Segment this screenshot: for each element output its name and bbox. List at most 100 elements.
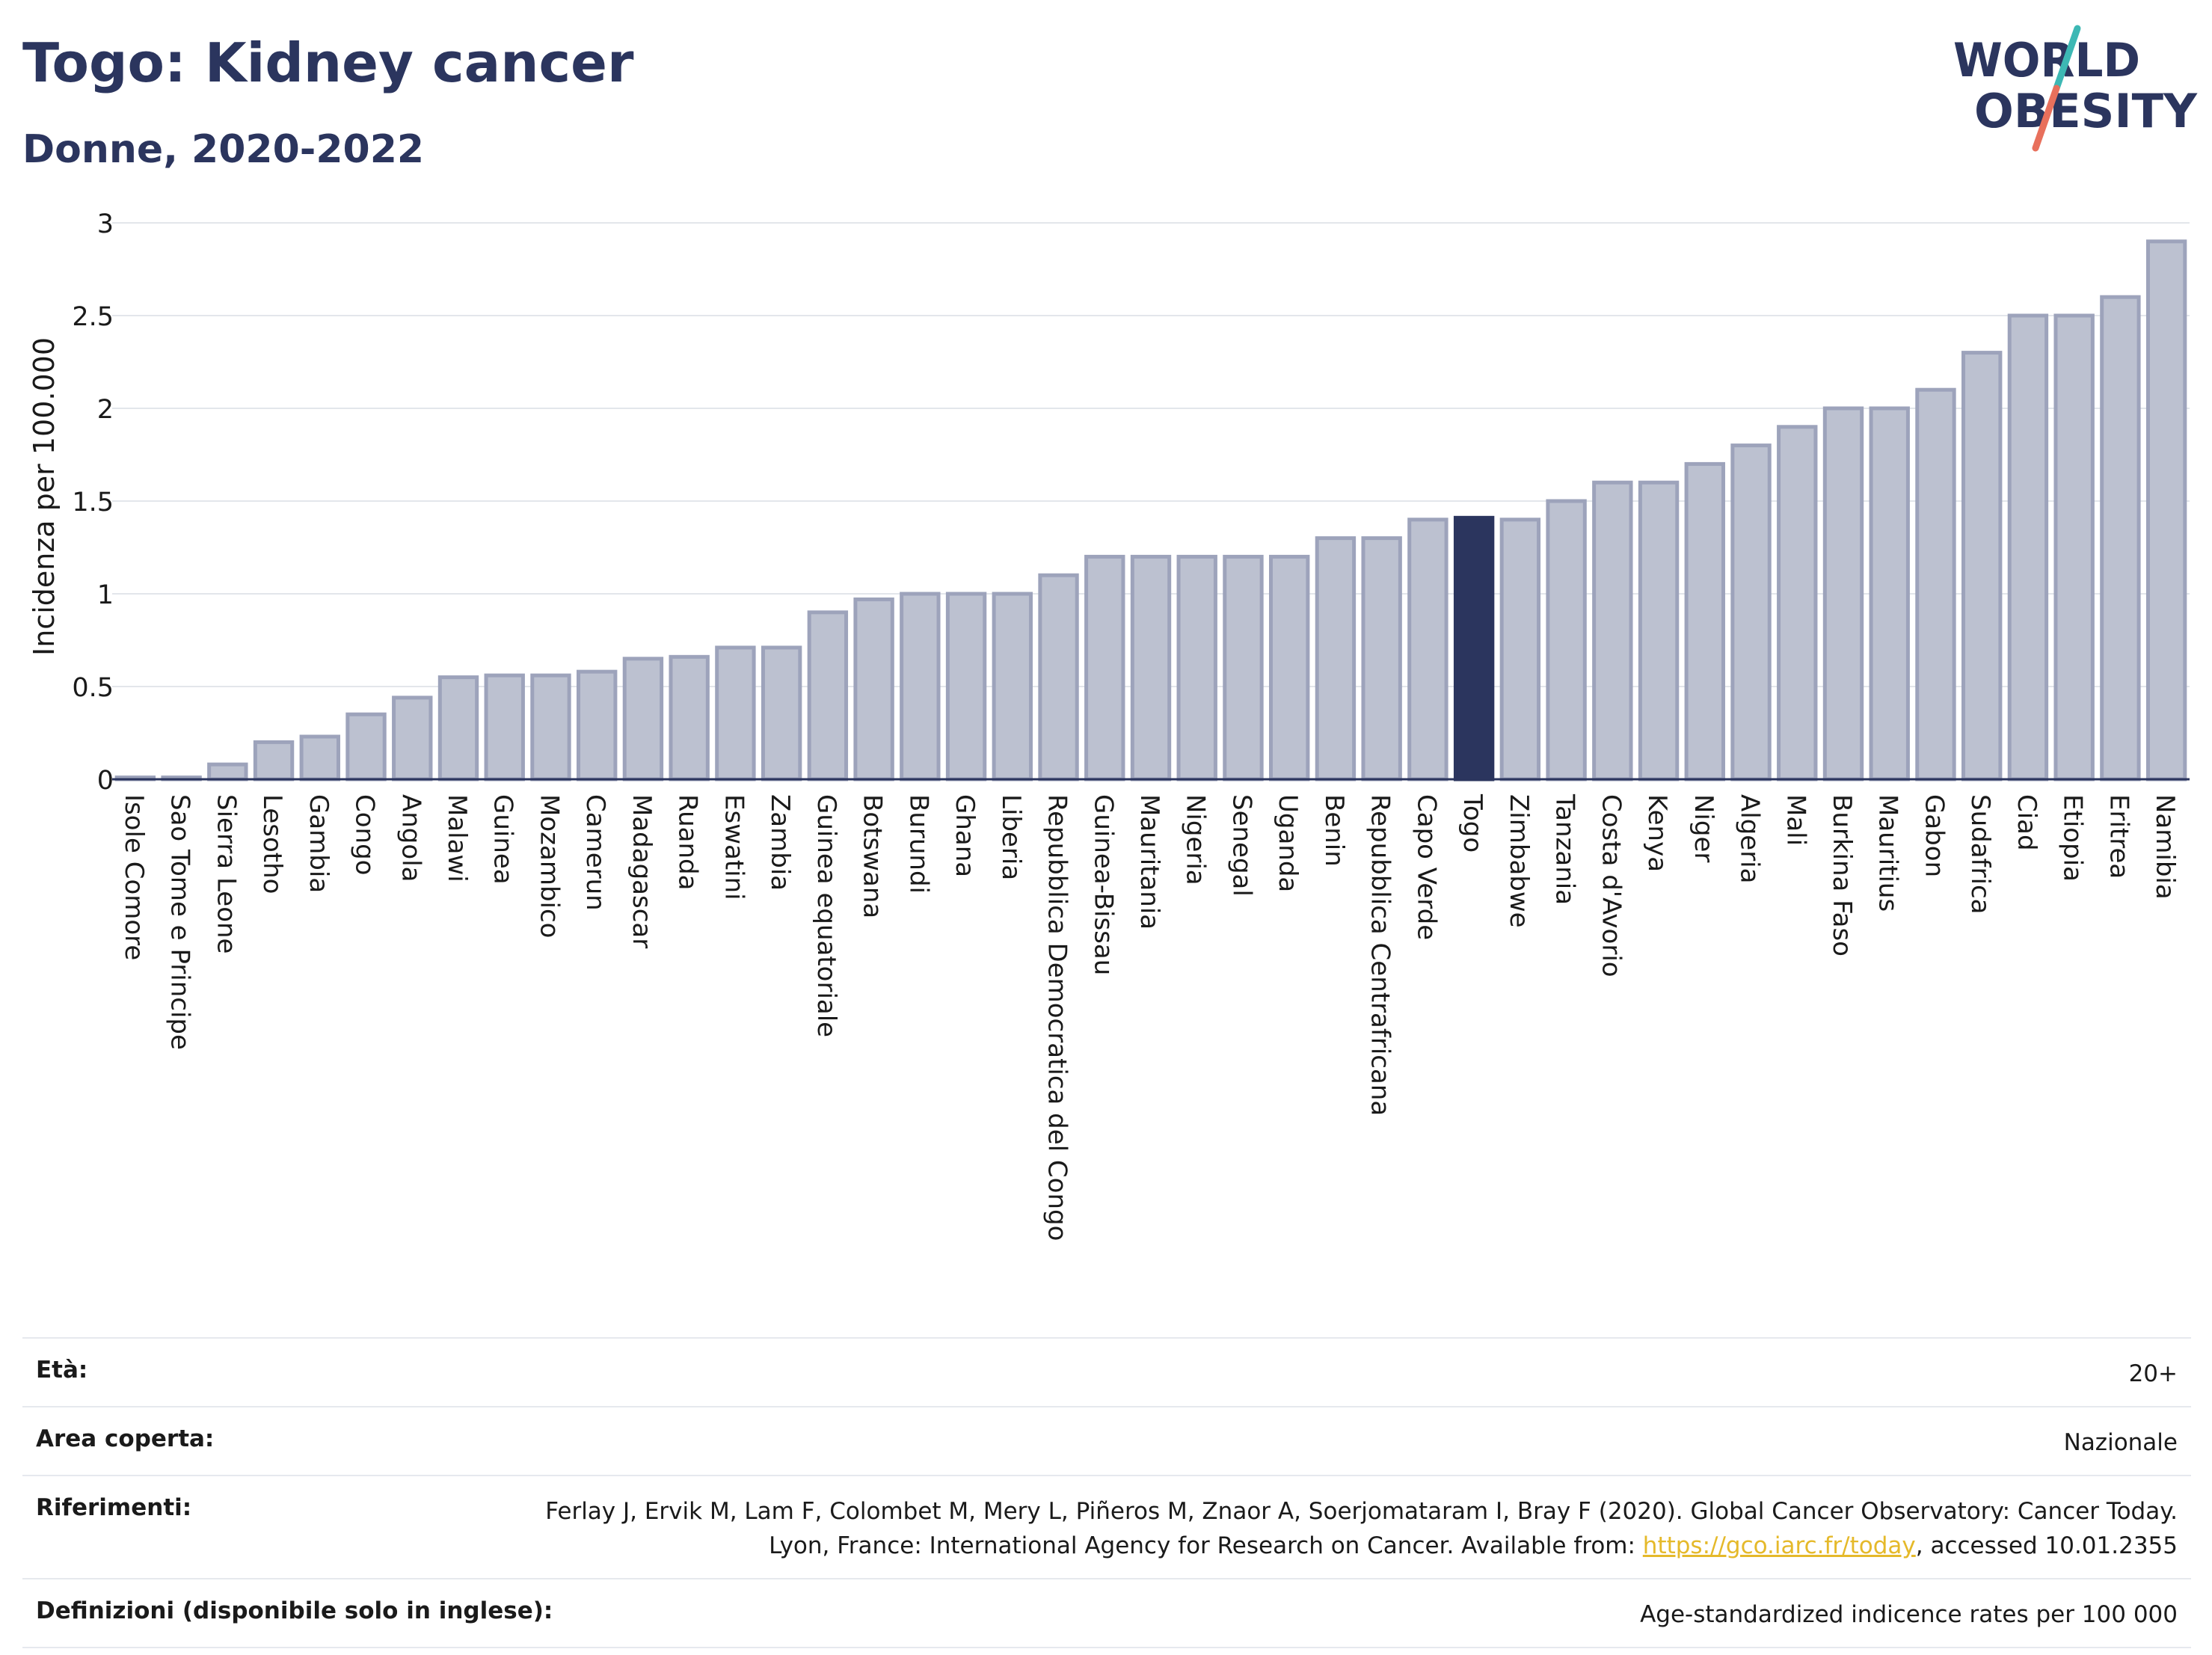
footer-row-references: Riferimenti: Ferlay J, Ervik M, Lam F, C…: [22, 1475, 2191, 1578]
chart-subtitle: Donne, 2020-2022: [22, 127, 425, 172]
age-label: Età:: [36, 1357, 88, 1384]
bar: [1084, 554, 1125, 782]
x-tick-label: Capo Verde: [1411, 794, 1441, 940]
bar: [2053, 313, 2095, 782]
bar: [1361, 536, 1402, 782]
bar: [1038, 573, 1079, 782]
world-obesity-logo: WORLD OBESITY: [1953, 25, 2198, 152]
bar: [2145, 239, 2187, 782]
references-text-end: , accessed 10.01.2355: [1915, 1532, 2178, 1559]
x-tick-label: Gambia: [304, 794, 334, 893]
x-tick-label: Lesotho: [257, 794, 287, 894]
footer-row-age: Età: 20+: [22, 1337, 2191, 1406]
y-tick-label: 1: [97, 580, 114, 610]
bars: [114, 239, 2187, 782]
x-tick-label: Malawi: [442, 794, 472, 882]
bar: [992, 592, 1033, 782]
x-tick-label: Senegal: [1226, 794, 1256, 897]
bar: [1822, 406, 1864, 782]
x-tick-label: Costa d'Avorio: [1596, 794, 1626, 977]
y-tick-label: 0.5: [72, 673, 114, 703]
bar: [484, 673, 525, 782]
bar: [1269, 554, 1310, 782]
bar: [1915, 387, 1956, 782]
age-value: 20+: [2128, 1360, 2178, 1387]
x-tick-label: Niger: [1689, 794, 1718, 862]
bar: [853, 597, 894, 782]
x-tick-label: Ghana: [950, 794, 980, 877]
bar: [1499, 518, 1541, 782]
metadata-table: Età: 20+ Area coperta: Nazionale Riferim…: [22, 1337, 2191, 1648]
logo-line2: OBESITY: [1974, 84, 2198, 138]
bar: [1315, 536, 1357, 782]
x-tick-label: Benin: [1319, 794, 1349, 867]
bar: [253, 740, 295, 782]
x-tick-label: Sudafrica: [1965, 794, 1995, 914]
x-tick-label: Sao Tome e Principe: [165, 794, 195, 1050]
coverage-value: Nazionale: [2063, 1429, 2178, 1456]
bar: [207, 762, 248, 782]
x-tick-label: Guinea-Bissau: [1088, 794, 1118, 975]
x-tick-label: Isole Comore: [119, 794, 149, 960]
bar: [2007, 313, 2049, 782]
definitions-label: Definizioni (disponibile solo in inglese…: [36, 1597, 553, 1624]
x-tick-label: Angola: [396, 794, 425, 882]
bar: [807, 610, 849, 782]
x-tick-label: Mauritius: [1873, 794, 1903, 912]
footer-row-coverage: Area coperta: Nazionale: [22, 1406, 2191, 1475]
bar: [1546, 499, 1587, 782]
x-tick-label: Mali: [1781, 794, 1810, 846]
x-tick-label: Repubblica Centrafricana: [1365, 794, 1395, 1116]
references-value: Ferlay J, Ervik M, Lam F, Colombet M, Me…: [532, 1494, 2178, 1563]
x-tick-label: Madagascar: [627, 794, 657, 948]
x-tick-label: Burundi: [903, 794, 933, 894]
bar: [1223, 554, 1264, 782]
x-tick-label: Mauritania: [1134, 794, 1164, 930]
x-tick-label: Tanzania: [1550, 793, 1580, 905]
x-tick-label: Eswatini: [719, 794, 749, 900]
x-tick-label: Liberia: [996, 794, 1026, 880]
y-tick-label: 2.5: [72, 302, 114, 332]
footer-row-definitions: Definizioni (disponibile solo in inglese…: [22, 1578, 2191, 1648]
bar: [715, 645, 756, 782]
x-tick-label: Repubblica Democratica del Congo: [1042, 794, 1072, 1241]
bar-chart: 0 0.5 1 1.5 2 2.5 3 Incidenza per 100.000 Isol…: [28, 209, 2190, 1241]
bar: [2100, 295, 2141, 782]
coverage-label: Area coperta:: [36, 1425, 215, 1452]
bar: [1684, 461, 1725, 782]
bar: [1407, 518, 1448, 782]
x-tick-label: Guinea: [488, 794, 518, 885]
bar: [761, 645, 802, 782]
x-tick-label: Zimbabwe: [1504, 794, 1534, 928]
x-tick-label: Botswana: [858, 794, 888, 918]
bar: [1130, 554, 1172, 782]
references-text: Ferlay J, Ervik M, Lam F, Colombet M, Me…: [545, 1498, 2178, 1559]
x-tick-label: Kenya: [1642, 794, 1672, 872]
y-tick-label: 0: [97, 766, 114, 796]
x-tick-label: Burkina Faso: [1827, 794, 1857, 957]
x-tick-label: Camerun: [580, 794, 610, 911]
x-tick-label: Etiopia: [2058, 794, 2088, 882]
bar: [900, 592, 941, 782]
x-tick-label: Gabon: [1919, 794, 1949, 877]
y-tick-label: 1.5: [72, 488, 114, 518]
x-tick-label: Congo: [350, 794, 380, 875]
x-tick-label: Algeria: [1735, 794, 1765, 883]
y-tick-label: 3: [97, 209, 114, 239]
bar: [669, 654, 710, 782]
x-tick-label: Mozambico: [534, 794, 564, 938]
bar: [437, 675, 479, 782]
bar: [1176, 554, 1217, 782]
x-tick-label: Ciad: [2012, 794, 2042, 851]
definitions-value: Age-standardized indicence rates per 100…: [1640, 1601, 2178, 1628]
references-link[interactable]: https://gco.iarc.fr/today: [1642, 1532, 1916, 1559]
x-tick-label: Guinea equatoriale: [811, 794, 841, 1037]
chart-title: Togo: Kidney cancer: [22, 31, 634, 94]
x-tick-label: Namibia: [2150, 794, 2180, 900]
x-tick-label: Ruanda: [673, 794, 703, 890]
bar: [530, 673, 571, 782]
logo-slash-teal: [2053, 25, 2081, 92]
bar: [392, 696, 433, 782]
y-axis-label: Incidenza per 100.000: [28, 337, 61, 656]
bar: [945, 592, 987, 782]
